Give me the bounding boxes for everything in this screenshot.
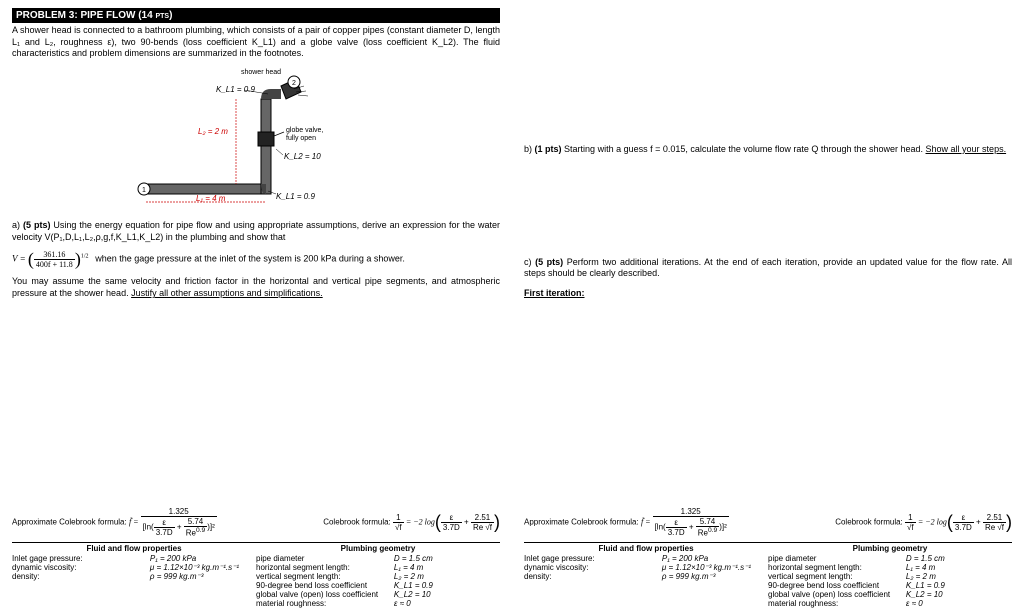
footer-left: Approximate Colebrook formula: f̃ = 1.32… (12, 507, 500, 608)
mu-val: μ = 1.12×10⁻³ kg.m⁻¹.s⁻¹ (150, 563, 256, 572)
plumb-col: Plumbing geometry pipe diameterD = 1.5 c… (256, 543, 500, 608)
formula-row-right: Approximate Colebrook formula: f̃ = 1.32… (524, 507, 1012, 538)
pipe-horizontal (146, 184, 266, 194)
mu-label: dynamic viscosity: (12, 563, 150, 572)
part-a-formula: V = (361.16400f + 11.8)1/2 when the gage… (12, 249, 500, 270)
approx-num-r: 1.325 (653, 507, 729, 517)
kl2-text: K_L2 = 10 (284, 152, 321, 161)
kl1-bot-text: K_L1 = 0.9 (276, 192, 315, 201)
approx-num: 1.325 (141, 507, 217, 517)
kl2-val: K_L2 = 10 (394, 590, 500, 599)
page-container: PROBLEM 3: PIPE FLOW (14 pts) A shower h… (0, 0, 1024, 616)
colebrook-block-r: Colebrook formula: 1√f = −2 log(ε3.7D + … (835, 512, 1012, 533)
formula-row-left: Approximate Colebrook formula: f̃ = 1.32… (12, 507, 500, 538)
part-a-text2: when the gage pressure at the inlet of t… (95, 254, 405, 264)
l1-label: horizontal segment length: (256, 563, 394, 572)
part-b-label: b) (524, 144, 532, 154)
fluid-header-r: Fluid and flow properties (524, 543, 768, 554)
l2-label: vertical segment length: (256, 572, 394, 581)
part-b-text: Starting with a guess f = 0.015, calcula… (564, 144, 923, 154)
bend-top (261, 89, 281, 99)
kl1-val: K_L1 = 0.9 (394, 581, 500, 590)
part-b-pts: (1 pts) (535, 144, 562, 154)
plumb-header: Plumbing geometry (256, 543, 500, 554)
page-right: b) (1 pts) Starting with a guess f = 0.0… (512, 0, 1024, 616)
props-table-left: Fluid and flow properties Inlet gage pre… (12, 542, 500, 608)
footer-right: Approximate Colebrook formula: f̃ = 1.32… (524, 507, 1012, 608)
first-iter-label: First iteration: (524, 288, 585, 298)
l1-val: L₁ = 4 m (394, 563, 500, 572)
fluid-col: Fluid and flow properties Inlet gage pre… (12, 543, 256, 608)
fluid-header: Fluid and flow properties (12, 543, 256, 554)
page-left: PROBLEM 3: PIPE FLOW (14 pts) A shower h… (0, 0, 512, 616)
approx-label-r: Approximate Colebrook formula: (524, 518, 639, 527)
approx-block-r: Approximate Colebrook formula: f̃ = 1.32… (524, 507, 729, 538)
p1-val: P₁ = 200 kPa (150, 554, 256, 563)
colebrook-label: Colebrook formula: (323, 518, 391, 527)
props-table-right: Fluid and flow properties Inlet gage pre… (524, 542, 1012, 608)
diagram-svg: 1 2 L₁ = 4 m L₂ = 2 m shower head K_L1 =… (116, 64, 396, 214)
part-b: b) (1 pts) Starting with a guess f = 0.0… (524, 144, 1012, 156)
shower-label: shower head (241, 69, 281, 76)
valve-label2: fully open (286, 135, 316, 142)
globe-valve-icon (258, 132, 274, 146)
eps-val: ε ≈ 0 (394, 599, 500, 608)
formula-den: 400f + 11.8 (34, 260, 75, 269)
kl2-label: global valve (open) loss coefficient (256, 590, 394, 599)
part-a: a) (5 pts) Using the energy equation for… (12, 220, 500, 243)
plumb-col-r: Plumbing geometry pipe diameterD = 1.5 c… (768, 543, 1012, 608)
node-2-label: 2 (292, 80, 296, 87)
l1-text: L₁ = 4 m (196, 194, 226, 203)
fluid-col-r: Fluid and flow properties Inlet gage pre… (524, 543, 768, 608)
part-a-text3-container: You may assume the same velocity and fri… (12, 276, 500, 299)
d-val: D = 1.5 cm (394, 554, 500, 563)
part-c-pts: (5 pts) (535, 257, 563, 267)
formula-num: 361.16 (34, 250, 75, 260)
intro-text: A shower head is connected to a bathroom… (12, 25, 500, 60)
part-c-label: c) (524, 257, 532, 267)
part-a-pts: (5 pts) (23, 220, 50, 230)
colebrook-block: Colebrook formula: 1√f = −2 log(ε3.7D + … (323, 512, 500, 533)
l2-val: L₂ = 2 m (394, 572, 500, 581)
plumb-header-r: Plumbing geometry (768, 543, 1012, 554)
p1-label: Inlet gage pressure: (12, 554, 150, 563)
part-c: c) (5 pts) Perform two additional iterat… (524, 257, 1012, 280)
part-a-label: a) (12, 220, 20, 230)
kl1-label: 90-degree bend loss coefficient (256, 581, 394, 590)
valve-label1: globe valve, (286, 127, 323, 134)
kl1-top-text: K_L1 = 0.9 (216, 85, 255, 94)
part-a-text1: Using the energy equation for pipe flow … (12, 220, 500, 242)
colebrook-label-r: Colebrook formula: (835, 518, 903, 527)
d-label: pipe diameter (256, 554, 394, 563)
part-a-justify: Justify all other assumptions and simpli… (131, 288, 323, 298)
part-b-show: Show all your steps. (926, 144, 1007, 154)
l2-text: L₂ = 2 m (198, 127, 228, 136)
approx-label: Approximate Colebrook formula: (12, 518, 127, 527)
node-1-label: 1 (142, 187, 146, 194)
pipe-diagram: 1 2 L₁ = 4 m L₂ = 2 m shower head K_L1 =… (116, 64, 396, 214)
rho-label: density: (12, 572, 150, 581)
rho-val: ρ = 999 kg.m⁻³ (150, 572, 256, 581)
problem-header: PROBLEM 3: PIPE FLOW (14 pts) (12, 8, 500, 23)
eps-label: material roughness: (256, 599, 394, 608)
part-c-text: Perform two additional iterations. At th… (524, 257, 1012, 279)
approx-block: Approximate Colebrook formula: f̃ = 1.32… (12, 507, 217, 538)
